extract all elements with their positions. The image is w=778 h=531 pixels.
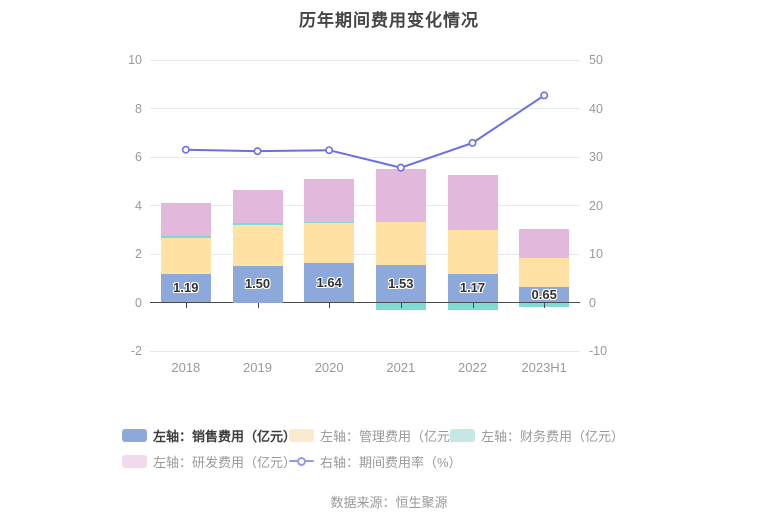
bar-segment-[interactable] [519,257,570,287]
legend-item-rnd[interactable]: 左轴：研发费用（亿元） [122,453,296,470]
bar-value-label: 1.64 [316,274,342,290]
legend-item-sales[interactable]: 左轴：销售费用（亿元） [122,427,296,444]
right-axis-tick-label: 20 [589,198,603,213]
x-axis-tick [400,303,402,308]
bar-value-label: 1.19 [173,280,199,296]
right-axis-tick-label: 10 [589,247,603,261]
left-axis-tick-label: 8 [135,101,142,116]
bar-segment-[interactable] [447,175,498,230]
bar-value-label: 1.53 [388,275,414,291]
right-axis-tick-label: -10 [589,344,608,358]
bar-segment-[interactable] [232,266,283,303]
left-axis-tick-label: 6 [135,150,142,164]
left-axis-tick-label: 2 [135,247,142,261]
legend-label-rnd: 左轴：研发费用（亿元） [153,454,297,470]
bar-value-label: 1.17 [459,280,486,296]
x-axis-category-label: 2019 [243,360,272,375]
legend-label-sales: 左轴：销售费用（亿元） [153,428,297,444]
gridline [150,205,580,206]
x-axis-category-label: 2018 [171,360,201,375]
data-source: 数据来源：恒生聚源 [330,495,448,510]
gridline [150,108,580,109]
bar-segment-[interactable] [304,262,355,303]
legend-item-finance[interactable]: 左轴：财务费用（亿元） [450,427,625,444]
rnd-swatch-icon [122,454,147,468]
left-axis-tick-label: 0 [135,295,142,310]
bar-segment-[interactable] [447,229,498,275]
legend: 左轴：销售费用（亿元） 左轴：管理费用（亿元） 左轴：财务费用（亿元） 左轴：研… [122,427,625,470]
left-axis-tick-label: 4 [135,198,142,213]
legend-label-finance: 左轴：财务费用（亿元） [481,428,625,444]
rate-line-marker-circle [297,456,306,466]
bar-segment-[interactable] [304,222,355,224]
bar-segment-[interactable] [232,190,283,224]
x-axis-tick [329,303,331,308]
bar-segment-[interactable] [375,221,426,266]
x-axis-category-label: 2021 [386,360,416,375]
left-axis-tick-label: 10 [128,53,142,67]
x-axis-category-label: 2023H1 [521,360,567,375]
legend-item-management[interactable]: 左轴：管理费用（亿元） [289,427,463,444]
bar-value-label: 1.50 [244,276,271,292]
right-axis-tick-label: 30 [589,150,603,164]
gridline [150,350,580,352]
rate-line-marker-icon [289,455,314,468]
bar-segment-[interactable] [160,237,211,274]
gridline [150,59,580,61]
bar-segment-[interactable] [160,236,211,238]
x-axis-tick [185,303,187,308]
x-axis-tick [472,303,474,308]
bar-segment-[interactable] [304,223,355,263]
management-swatch-icon [289,428,314,442]
x-axis-category-label: 2020 [314,360,344,375]
bar-value-label: 0.65 [531,286,557,302]
bar-segment-[interactable] [160,273,211,303]
bar-segment-[interactable] [375,265,426,303]
chart-title: 历年期间费用变化情况 [299,11,479,30]
finance-swatch-icon [450,428,475,442]
right-axis-tick-label: 50 [589,53,603,67]
legend-label-management: 左轴：管理费用（亿元） [320,428,464,444]
right-axis-tick-label: 0 [589,295,596,310]
bar-segment-[interactable] [519,228,570,258]
bar-segment-[interactable] [375,168,426,222]
x-axis-zero-line [150,302,580,303]
x-axis-category-label: 2022 [458,360,487,375]
bar-segment-[interactable] [447,274,498,303]
gridline [150,253,580,255]
bar-segment-[interactable] [519,286,570,303]
right-axis-tick-label: 40 [589,101,603,116]
x-axis-tick [257,303,259,308]
legend-item-rate[interactable]: 右轴：期间费用率（%） [289,453,462,470]
x-axis-tick [544,303,546,308]
bar-segment-[interactable] [232,223,283,225]
bar-segment-[interactable] [304,178,355,223]
bar-segment-[interactable] [160,202,211,237]
sales-swatch-icon [122,428,147,442]
bar-segment-[interactable] [232,224,283,267]
legend-label-rate: 右轴：期间费用率（%） [320,454,462,470]
left-axis-tick-label: -2 [130,344,142,358]
gridline [150,156,580,158]
